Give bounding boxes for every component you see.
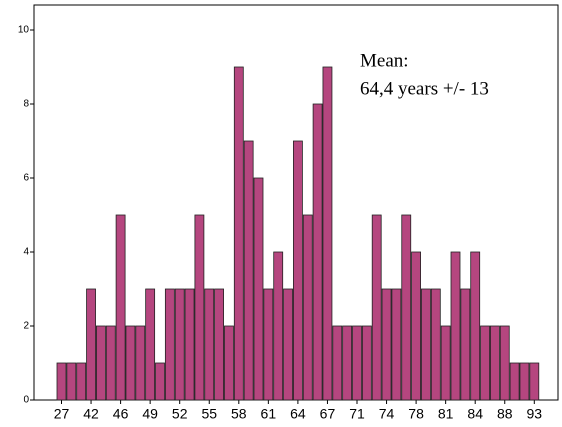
- bar: [460, 288, 471, 401]
- bar: [361, 325, 372, 401]
- x-tick-label: 78: [408, 406, 424, 422]
- annotation: 64,4 years +/- 13: [360, 78, 489, 99]
- bar: [292, 140, 303, 401]
- bar: [352, 325, 362, 401]
- bar: [529, 362, 540, 401]
- bar: [312, 103, 323, 401]
- bar: [174, 288, 185, 401]
- bar: [342, 325, 353, 401]
- bar: [519, 362, 530, 401]
- bar: [76, 362, 87, 401]
- bar: [509, 362, 520, 401]
- bar: [224, 325, 234, 401]
- bar: [421, 288, 431, 401]
- x-tick-label: 42: [83, 406, 99, 422]
- bar: [135, 325, 146, 401]
- x-tick-label: 27: [54, 406, 70, 422]
- y-tick-label: 0: [23, 395, 29, 406]
- bar: [214, 288, 225, 401]
- x-tick-label: 55: [201, 406, 217, 422]
- bar: [263, 288, 274, 401]
- bar: [371, 214, 382, 401]
- bar: [283, 288, 293, 401]
- y-tick-label: 2: [23, 321, 29, 332]
- bar: [125, 325, 136, 401]
- bar: [194, 214, 205, 401]
- x-tick-label: 93: [527, 406, 543, 422]
- bar: [450, 251, 461, 401]
- bar: [411, 251, 422, 401]
- bar: [184, 288, 195, 401]
- y-tick-label: 10: [18, 25, 30, 36]
- y-tick-label: 8: [23, 99, 29, 110]
- bar: [499, 325, 510, 401]
- x-tick-label: 49: [142, 406, 158, 422]
- bar: [86, 288, 96, 401]
- bar: [115, 214, 126, 401]
- x-tick-label: 81: [438, 406, 454, 422]
- bar: [440, 325, 451, 401]
- bar: [145, 288, 156, 401]
- x-tick-label: 58: [231, 406, 247, 422]
- bar: [204, 288, 215, 401]
- y-tick-label: 4: [23, 247, 29, 258]
- bar: [273, 251, 284, 401]
- bar: [243, 140, 254, 401]
- bar: [155, 362, 165, 401]
- bar: [430, 288, 441, 401]
- bar: [105, 325, 116, 401]
- bar: [489, 325, 500, 401]
- bar: [322, 66, 333, 401]
- bar: [480, 325, 490, 401]
- bar: [253, 177, 264, 401]
- bar: [302, 214, 313, 401]
- bar: [391, 288, 402, 401]
- x-tick-label: 67: [320, 406, 336, 422]
- x-tick-label: 61: [261, 406, 277, 422]
- bar: [401, 214, 412, 401]
- bar: [233, 66, 244, 401]
- x-tick-label: 84: [467, 406, 483, 422]
- bar: [66, 362, 77, 401]
- bar: [332, 325, 343, 401]
- x-tick-label: 52: [172, 406, 188, 422]
- bar: [96, 325, 106, 401]
- y-tick-label: 6: [23, 173, 29, 184]
- bar: [56, 362, 67, 401]
- bar: [164, 288, 175, 401]
- x-tick-label: 46: [113, 406, 129, 422]
- x-tick-label: 64: [290, 406, 306, 422]
- bar: [381, 288, 392, 401]
- bar: [470, 251, 481, 401]
- x-tick-label: 74: [379, 406, 395, 422]
- annotation: Mean:: [360, 50, 409, 71]
- x-tick-label: 71: [349, 406, 365, 422]
- x-tick-label: 88: [497, 406, 513, 422]
